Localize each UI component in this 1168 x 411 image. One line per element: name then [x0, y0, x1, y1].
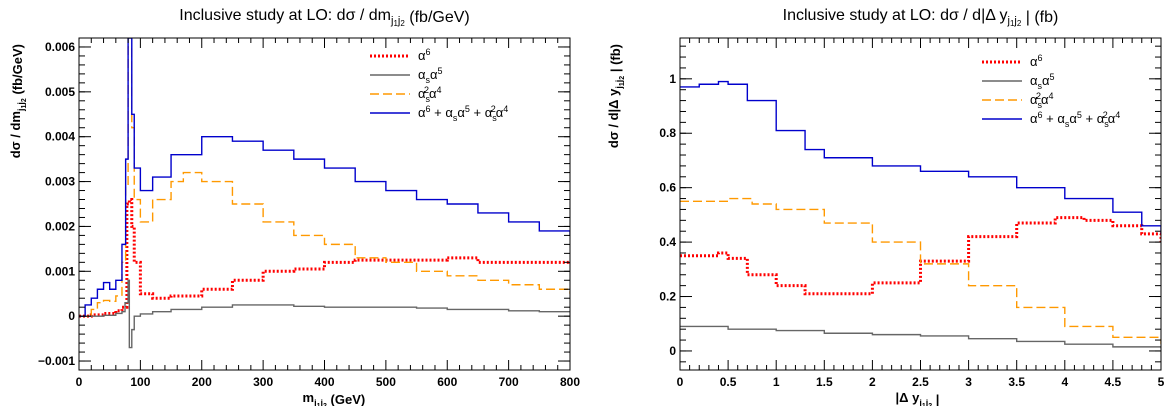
legend-label: α6 + αsα5 + αs2α4 — [1030, 110, 1120, 129]
series-line-0 — [79, 198, 570, 318]
y-tick-label: 0.005 — [45, 85, 75, 99]
y-tick-label: 0.2 — [659, 290, 676, 304]
y-axis-label: dσ / dmj1j2 (fb/GeV) — [8, 44, 28, 158]
chart-right-svg: Inclusive study at LO: dσ / d|Δ yj1j2 | … — [606, 7, 1165, 410]
legend-label: α6 — [1030, 53, 1043, 69]
x-axis-label: mj1j2 (GeV) — [303, 390, 366, 406]
x-tick-label: 300 — [253, 375, 273, 389]
x-tick-label: 4 — [1061, 375, 1068, 389]
x-tick-label: 1 — [773, 375, 780, 389]
x-tick-label: 100 — [130, 375, 150, 389]
y-tick-label: 0.001 — [45, 264, 75, 278]
y-tick-label: 0.003 — [45, 175, 75, 189]
series-line-3 — [680, 80, 1161, 234]
series-line-0 — [680, 216, 1161, 296]
x-tick-label: 800 — [560, 375, 580, 389]
legend-label: αsα5 — [1030, 72, 1055, 91]
x-tick-label: 0 — [76, 375, 83, 389]
x-tick-label: 500 — [376, 375, 396, 389]
x-tick-label: 0 — [677, 375, 684, 389]
y-tick-label: 1 — [669, 72, 676, 86]
x-axis-label: |Δ yj1j2 | — [896, 390, 940, 406]
series-line-1 — [79, 279, 570, 349]
series-line-3 — [79, 38, 570, 317]
x-tick-label: 1.5 — [816, 375, 833, 389]
legend-label: αs2α4 — [1030, 91, 1054, 110]
y-tick-label: 0.8 — [659, 126, 676, 140]
series-line-1 — [680, 325, 1161, 349]
x-tick-label: 600 — [437, 375, 457, 389]
x-tick-label: 200 — [192, 375, 212, 389]
y-tick-label: 0.004 — [45, 130, 75, 144]
y-axis-label: dσ / d|Δ yj1j2 | (fb) — [606, 44, 626, 148]
y-tick-label: 0.6 — [659, 181, 676, 195]
legend-label: αsα5 — [418, 66, 443, 85]
y-tick-label: 0 — [669, 344, 676, 358]
chart-left: Inclusive study at LO: dσ / dmj1j2 (fb/G… — [0, 0, 584, 410]
y-tick-label: 0.006 — [45, 40, 75, 54]
x-tick-label: 4.5 — [1105, 375, 1122, 389]
y-tick-label: 0.002 — [45, 219, 75, 233]
x-tick-label: 5 — [1158, 375, 1165, 389]
x-tick-label: 3 — [965, 375, 972, 389]
chart-title: Inclusive study at LO: dσ / d|Δ yj1j2 | … — [783, 7, 1059, 28]
legend-label: α6 — [418, 47, 431, 63]
y-tick-label: 0 — [68, 309, 75, 323]
x-tick-label: 3.5 — [1008, 375, 1025, 389]
chart-title: Inclusive study at LO: dσ / dmj1j2 (fb/G… — [179, 7, 469, 28]
x-tick-label: 2 — [869, 375, 876, 389]
x-tick-label: 400 — [314, 375, 334, 389]
chart-right: Inclusive study at LO: dσ / d|Δ yj1j2 | … — [584, 0, 1168, 410]
y-tick-label: −0.001 — [38, 354, 75, 368]
x-tick-label: 2.5 — [912, 375, 929, 389]
series-line-2 — [79, 46, 570, 317]
y-tick-label: 0.4 — [659, 235, 676, 249]
legend-label: αs2α4 — [418, 85, 442, 104]
chart-left-svg: Inclusive study at LO: dσ / dmj1j2 (fb/G… — [8, 7, 580, 410]
legend-label: α6 + αsα5 + αs2α4 — [418, 104, 508, 123]
x-tick-label: 0.5 — [720, 375, 737, 389]
series-line-2 — [680, 197, 1161, 345]
x-tick-label: 700 — [499, 375, 519, 389]
